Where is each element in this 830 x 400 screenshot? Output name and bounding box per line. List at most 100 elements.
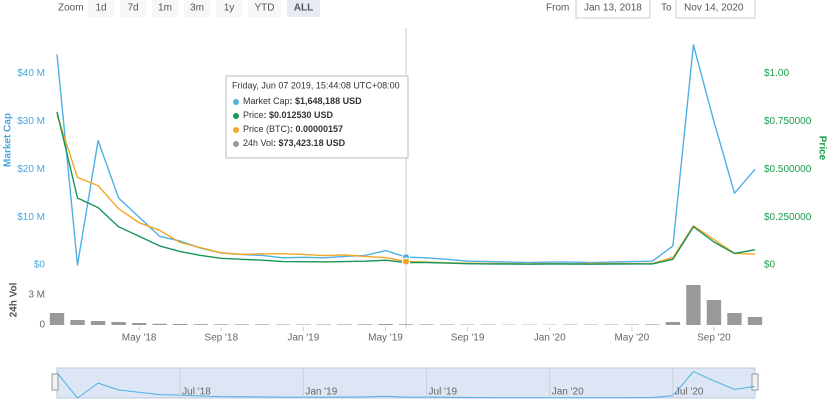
- zoom-button-label: 3m: [190, 3, 204, 14]
- tooltip-bullet: [233, 127, 239, 133]
- from-date: Jan 13, 2018: [584, 3, 642, 14]
- volume-bar: [234, 324, 249, 325]
- navigator-handle[interactable]: [51, 373, 59, 391]
- y-tick-label: $20 M: [17, 164, 45, 175]
- y-tick-label: 3 M: [28, 290, 45, 301]
- volume-bar: [111, 322, 126, 325]
- volume-bar: [419, 324, 434, 325]
- x-tick-label: Sep '19: [451, 333, 485, 344]
- x-tick-label: Sep '18: [204, 333, 238, 344]
- volume-bar: [152, 323, 167, 325]
- zoom-button-label: 7d: [127, 3, 138, 14]
- volume-bar: [337, 324, 352, 325]
- tooltip-bullet: [233, 99, 239, 105]
- volume-bar: [439, 324, 455, 325]
- tooltip-row: Price: $0.012530 USD: [243, 110, 334, 120]
- navigator-tick-label: Jul '20: [675, 387, 704, 398]
- volume-bar: [357, 324, 373, 325]
- tooltip-bullet: [233, 113, 239, 119]
- tooltip-name: Price (BTC): [243, 124, 290, 134]
- y-tick-label: $40 M: [17, 68, 45, 79]
- zoom-button-label: YTD: [255, 3, 275, 14]
- volume-bar: [398, 324, 414, 325]
- x-tick-label: May '20: [614, 333, 649, 344]
- volume-bar: [90, 321, 106, 325]
- volume-bar: [747, 317, 763, 325]
- navigator-line: [56, 371, 756, 399]
- volume-bar: [193, 324, 208, 325]
- y-tick-label: $10 M: [17, 212, 45, 223]
- volume-bar: [172, 324, 188, 325]
- zoom-button-label: 1m: [158, 3, 172, 14]
- x-tick-label: May '18: [122, 333, 157, 344]
- to-label: To: [661, 3, 672, 14]
- y2-tick-label: $0.750000: [764, 116, 812, 127]
- tooltip-name: 24h Vol: [243, 138, 273, 148]
- tooltip-value: : $0.012530 USD: [264, 110, 334, 120]
- zoom-button[interactable]: [248, 0, 281, 17]
- from-label: From: [546, 3, 569, 14]
- zoom-button-label: 1y: [224, 3, 235, 14]
- y2-tick-label: $0: [764, 260, 776, 271]
- zoom-button[interactable]: [120, 0, 146, 17]
- volume-bar: [378, 324, 393, 325]
- y-tick-label: $30 M: [17, 116, 45, 127]
- navigator-handle[interactable]: [751, 373, 759, 391]
- navigator-tick-label: Jul '19: [429, 387, 458, 398]
- zoom-button[interactable]: [287, 0, 320, 17]
- tooltip-title: Friday, Jun 07 2019, 15:44:08 UTC+08:00: [232, 80, 400, 90]
- volume-bar: [645, 324, 660, 325]
- navigator-tick-label: Jan '20: [552, 387, 584, 398]
- navigator[interactable]: [56, 367, 756, 399]
- y2-tick-label: $0.250000: [764, 212, 812, 223]
- volume-bar: [665, 322, 681, 325]
- volume-bar: [70, 320, 85, 325]
- navigator-tick-label: Jul '18: [182, 387, 211, 398]
- y2-tick-label: $0.500000: [764, 164, 812, 175]
- tooltip-value: : $73,423.18 USD: [273, 138, 346, 148]
- zoom-button-label: ALL: [294, 3, 313, 14]
- volume-bar: [727, 313, 742, 325]
- zoom-label: Zoom: [58, 3, 84, 14]
- hover-marker: [402, 257, 410, 266]
- tooltip-row: Market Cap: $1,648,188 USD: [243, 96, 362, 106]
- volume-bar: [624, 324, 640, 325]
- to-input[interactable]: [675, 0, 756, 19]
- tooltip-value: : 0.00000157: [290, 124, 343, 134]
- zoom-button[interactable]: [88, 0, 114, 17]
- volume-bar: [131, 323, 147, 325]
- y-tick-label: $0: [34, 260, 46, 271]
- tooltip-box: [225, 75, 409, 159]
- zoom-button[interactable]: [184, 0, 210, 17]
- tooltip-value: : $1,648,188 USD: [290, 96, 363, 106]
- zoom-button[interactable]: [216, 0, 242, 17]
- y2-tick-label: $1.00: [764, 68, 789, 79]
- tooltip-bullet: [233, 141, 239, 147]
- x-tick-label: May '19: [368, 333, 403, 344]
- tooltip-row: 24h Vol: $73,423.18 USD: [243, 138, 346, 148]
- x-tick-label: Jan '19: [287, 333, 319, 344]
- tooltip-name: Market Cap: [243, 96, 290, 106]
- volume-bar: [296, 324, 311, 325]
- from-input[interactable]: [575, 0, 651, 19]
- x-tick-label: Jan '20: [534, 333, 566, 344]
- navigator-tick-label: Jan '19: [305, 387, 337, 398]
- volume-bar: [686, 285, 701, 325]
- zoom-button[interactable]: [152, 0, 178, 17]
- y-axis-title: Market Cap: [3, 113, 14, 167]
- tooltip-name: Price: [243, 110, 264, 120]
- zoom-button-label: 1d: [95, 3, 106, 14]
- volume-bar: [316, 324, 332, 325]
- to-date: Nov 14, 2020: [684, 3, 744, 14]
- tooltip: Friday, Jun 07 2019, 15:44:08 UTC+08:00 M…: [225, 75, 409, 159]
- volume-bar: [706, 300, 722, 325]
- volume-bar: [214, 324, 229, 325]
- volume-bar: [255, 324, 270, 325]
- x-tick-label: Sep '20: [697, 333, 731, 344]
- y-axis-title: 24h Vol: [9, 282, 20, 317]
- tooltip-row: Price (BTC): 0.00000157: [243, 124, 343, 134]
- volume-bar: [49, 313, 65, 325]
- y2-axis-title: Price: [816, 136, 827, 161]
- y-tick-label: 0: [39, 320, 45, 331]
